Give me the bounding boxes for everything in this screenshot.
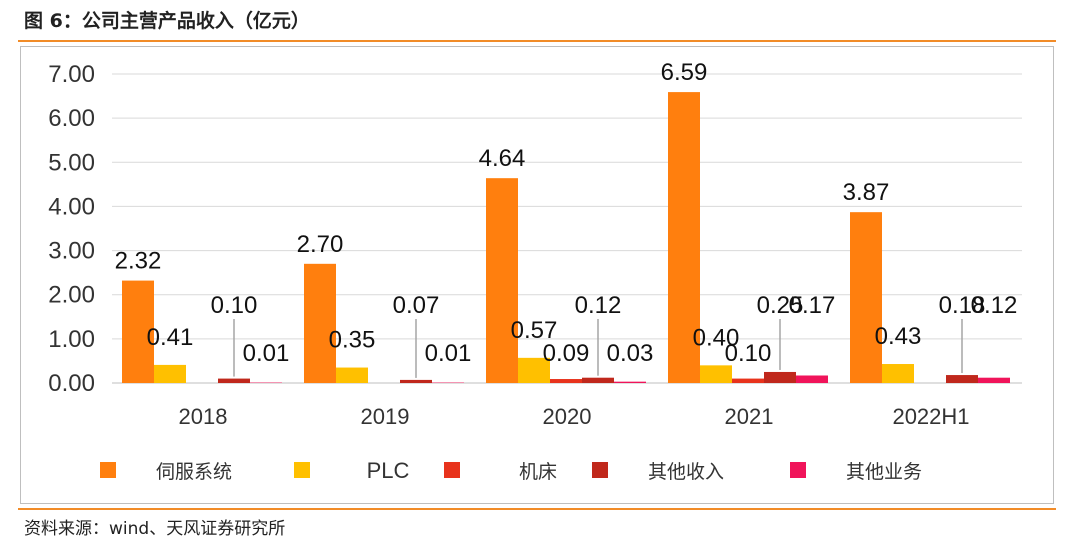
- x-tick-label: 2020: [543, 404, 592, 429]
- data-label: 0.07: [393, 292, 440, 319]
- legend-label: 其他收入: [648, 461, 724, 483]
- bar: [668, 92, 700, 383]
- bar: [154, 364, 186, 383]
- y-tick-label: 3.00: [48, 238, 95, 265]
- data-label: 6.59: [661, 59, 708, 86]
- legend-label: 伺服系统: [156, 461, 232, 483]
- data-label: 0.12: [971, 292, 1018, 319]
- data-label: 3.87: [843, 179, 890, 206]
- x-tick-label: 2019: [361, 404, 410, 429]
- y-tick-label: 6.00: [48, 105, 95, 132]
- bar: [850, 212, 882, 383]
- data-label: 0.01: [243, 340, 290, 367]
- bar: [796, 375, 828, 383]
- y-tick-label: 1.00: [48, 326, 95, 353]
- x-tick-label: 2022H1: [892, 404, 969, 429]
- data-label: 0.18: [939, 292, 986, 319]
- bar: [882, 364, 914, 383]
- data-label: 0.57: [511, 317, 558, 344]
- legend-label: 其他业务: [846, 461, 922, 483]
- legend-label: PLC: [367, 458, 410, 483]
- bar: [486, 178, 518, 383]
- y-tick-label: 4.00: [48, 193, 95, 220]
- legend-swatch: [444, 462, 460, 478]
- data-label: 0.43: [875, 323, 922, 350]
- y-tick-label: 2.00: [48, 282, 95, 309]
- data-label: 4.64: [479, 145, 526, 172]
- bar: [518, 357, 550, 383]
- bar: [764, 371, 796, 383]
- x-tick-label: 2018: [179, 404, 228, 429]
- bar: [550, 379, 582, 383]
- legend-label: 机床: [519, 461, 557, 483]
- bar: [304, 263, 336, 383]
- y-tick-label: 5.00: [48, 149, 95, 176]
- bar: [400, 379, 432, 383]
- bar: [732, 378, 764, 383]
- data-label: 2.32: [115, 248, 162, 275]
- data-label: 0.10: [725, 340, 772, 367]
- chart-frame: [20, 46, 1054, 504]
- bar: [582, 377, 614, 383]
- data-label: 0.17: [789, 292, 836, 319]
- bar: [946, 375, 978, 383]
- bottom-rule: [18, 508, 1056, 510]
- top-rule: [18, 40, 1056, 42]
- y-tick-label: 0.00: [48, 370, 95, 397]
- data-label: 0.41: [147, 324, 194, 351]
- figure-title: 图 6：公司主营产品收入（亿元）: [24, 10, 310, 32]
- x-tick-label: 2021: [725, 404, 774, 429]
- y-tick-label: 7.00: [48, 61, 95, 88]
- legend-swatch: [790, 462, 806, 478]
- data-label: 0.10: [211, 292, 258, 319]
- data-label: 2.70: [297, 231, 344, 258]
- bar: [978, 377, 1010, 383]
- data-label: 0.40: [693, 324, 740, 351]
- data-label: 0.01: [425, 340, 472, 367]
- bar: [218, 378, 250, 383]
- data-label: 0.03: [607, 340, 654, 367]
- bar: [614, 381, 646, 383]
- data-label: 0.25: [757, 292, 804, 319]
- data-label: 0.35: [329, 327, 376, 354]
- legend-swatch: [100, 462, 116, 478]
- bar: [336, 367, 368, 383]
- legend-swatch: [592, 462, 608, 478]
- data-label: 0.12: [575, 292, 622, 319]
- bar: [122, 280, 154, 383]
- bar: [700, 365, 732, 383]
- legend-swatch: [294, 462, 310, 478]
- source-note: 资料来源：wind、天风证券研究所: [24, 519, 286, 539]
- data-label: 0.09: [543, 340, 590, 367]
